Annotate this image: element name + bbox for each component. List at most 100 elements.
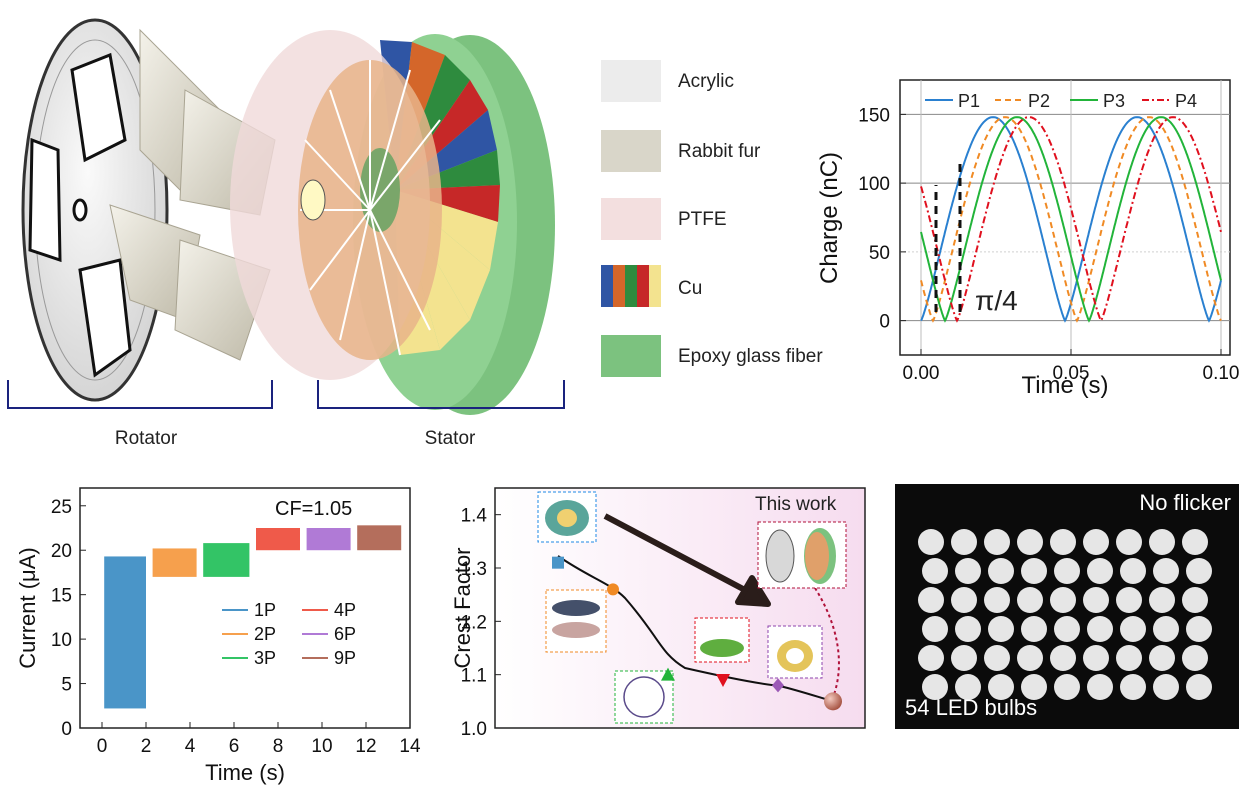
current-band-6p <box>306 528 351 551</box>
current-legend-label: 2P <box>254 624 276 644</box>
led-bulb <box>1153 616 1179 642</box>
led-bulb <box>1186 558 1212 584</box>
current-ylabel: Current (μA) <box>15 547 40 668</box>
inset-ref-1 <box>537 491 597 543</box>
crest-ytick-label: 1.2 <box>461 612 487 633</box>
led-bulb <box>1021 674 1047 700</box>
inset-ref-4 <box>694 617 750 663</box>
ptfe-window <box>300 179 326 221</box>
led-bulb <box>1021 616 1047 642</box>
cu-label: Cu <box>678 278 702 299</box>
charge-series-p3 <box>920 116 1222 323</box>
led-bulb <box>1054 616 1080 642</box>
device-illustration: Rotator Stator <box>7 18 565 449</box>
ptfe-label: PTFE <box>678 209 727 230</box>
charge-series-p4 <box>920 116 1222 323</box>
led-bulb <box>984 529 1010 555</box>
led-bulb <box>918 529 944 555</box>
led-bulb <box>918 645 944 671</box>
rotator-bracket <box>7 380 273 409</box>
led-bulb <box>1083 587 1109 613</box>
led-bulb <box>1153 558 1179 584</box>
led-bulb <box>1182 645 1208 671</box>
current-xtick-label: 6 <box>229 736 240 757</box>
led-bulb <box>1149 645 1175 671</box>
current-xtick-label: 12 <box>355 736 376 757</box>
led-bulb <box>984 587 1010 613</box>
rotator-label: Rotator <box>115 428 178 449</box>
rotator-disk <box>21 18 169 402</box>
led-bulb <box>988 616 1014 642</box>
crest-ylabel: Crest Factor <box>450 547 475 668</box>
current-legend-label: 1P <box>254 600 276 620</box>
current-legend: 1P 2P 3P 4P 6P 9P <box>222 600 356 668</box>
led-bulb <box>1017 645 1043 671</box>
led-bulb <box>1087 674 1113 700</box>
led-bulb <box>1153 674 1179 700</box>
led-bulb <box>1120 558 1146 584</box>
led-bulb <box>955 616 981 642</box>
crest-point-4 <box>716 674 730 687</box>
cu-swatch <box>601 265 661 307</box>
led-bulb <box>922 558 948 584</box>
led-bulb <box>1120 674 1146 700</box>
current-ytick-label: 5 <box>61 675 72 696</box>
led-bulb <box>1054 558 1080 584</box>
epoxy-swatch <box>601 335 661 377</box>
acrylic-label: Acrylic <box>678 71 734 92</box>
led-bulb <box>1083 529 1109 555</box>
this-work-label: This work <box>755 494 837 515</box>
charge-ytick-label: 100 <box>858 174 890 195</box>
crest-ytick-label: 1.4 <box>461 506 488 527</box>
rabbit-fur-label: Rabbit fur <box>678 141 761 162</box>
led-bulb-grid <box>918 529 1212 700</box>
led-bulb <box>1149 529 1175 555</box>
charge-legend: P1 P2 P3 P4 <box>925 91 1197 111</box>
current-xlabel: Time (s) <box>205 760 285 785</box>
led-bulb <box>1116 587 1142 613</box>
led-bulb <box>1087 558 1113 584</box>
led-bulb <box>1116 645 1142 671</box>
current-legend-label: 3P <box>254 648 276 668</box>
current-xtick-label: 10 <box>311 736 332 757</box>
stator-label: Stator <box>425 428 476 449</box>
led-bulb <box>951 587 977 613</box>
ptfe-swatch <box>601 198 661 240</box>
current-xtick-label: 4 <box>185 736 196 757</box>
crest-factor-chart: This work 1.0 1.1 1.2 1.3 1.4 Crest Factor <box>450 487 866 740</box>
led-bulb <box>922 674 948 700</box>
led-bulb <box>1021 558 1047 584</box>
stator-bracket <box>317 380 565 409</box>
led-bulb <box>955 674 981 700</box>
charge-xtick-label: 0.10 <box>1203 363 1240 384</box>
led-bulb <box>918 587 944 613</box>
current-ytick-label: 10 <box>51 630 72 651</box>
led-bulb <box>922 616 948 642</box>
led-bulb <box>1149 587 1175 613</box>
legend-p4: P4 <box>1175 91 1197 111</box>
electrode-sectors <box>298 60 442 360</box>
current-band-9p <box>357 525 402 551</box>
crest-ytick-label: 1.1 <box>461 666 487 687</box>
led-bulb <box>1050 529 1076 555</box>
current-legend-label: 6P <box>334 624 356 644</box>
led-bulb <box>951 529 977 555</box>
led-bulb <box>1186 674 1212 700</box>
crest-point-5 <box>772 678 784 693</box>
inset-this-work <box>757 521 847 589</box>
current-xtick-label: 8 <box>273 736 284 757</box>
crest-point-2 <box>607 583 619 596</box>
led-bulb <box>1087 616 1113 642</box>
current-xtick-label: 14 <box>399 736 421 757</box>
current-ytick-label: 20 <box>51 541 72 562</box>
led-bulb <box>984 645 1010 671</box>
cf-annotation: CF=1.05 <box>275 498 352 520</box>
current-ytick-label: 25 <box>51 497 72 518</box>
led-bulb <box>955 558 981 584</box>
led-count-label: 54 LED bulbs <box>905 695 1038 720</box>
charge-ytick-label: 0 <box>879 312 890 333</box>
crest-point-1 <box>552 556 564 569</box>
led-bulb <box>1050 587 1076 613</box>
led-bulb <box>1186 616 1212 642</box>
led-bulb <box>988 558 1014 584</box>
